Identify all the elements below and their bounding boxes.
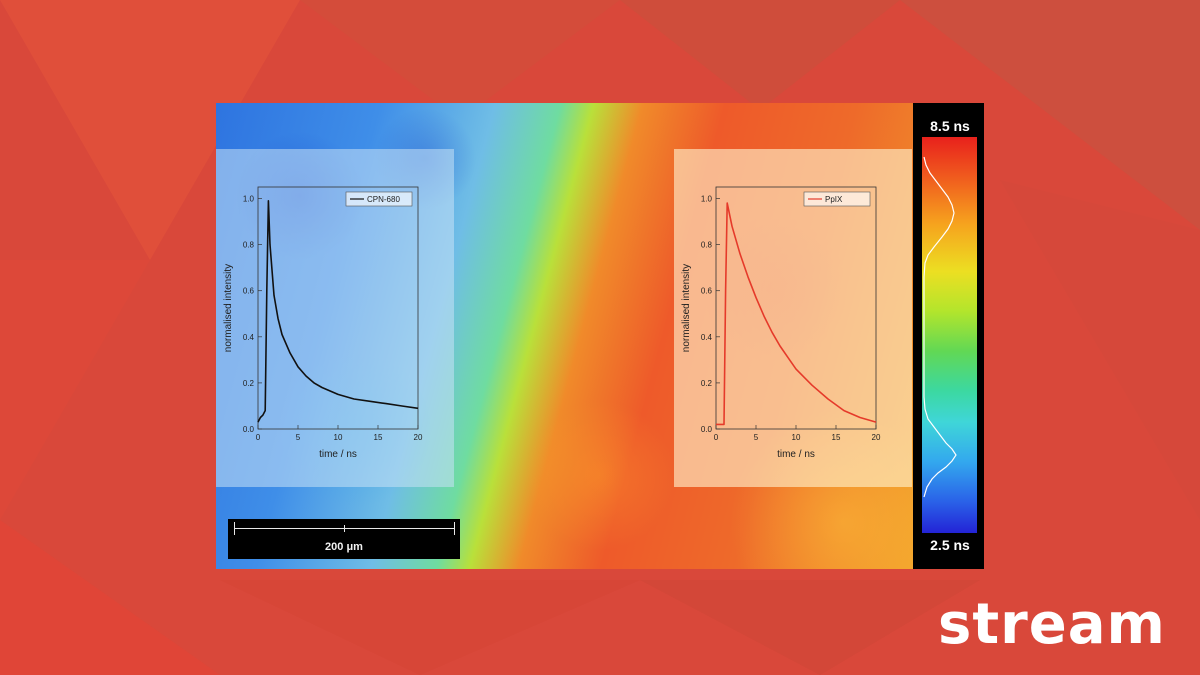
x-tick-label: 0: [256, 433, 261, 442]
scale-bar-end-tick: [234, 522, 235, 535]
scale-bar-end-tick: [454, 522, 455, 535]
inset-plot-cpn680: 0 5 10 15 20 0.0 0.2 0.4 0.6 0.8 1.0 time / ns norma…: [216, 149, 454, 487]
y-tick-label: 0.0: [243, 425, 255, 434]
x-tick-label: 20: [414, 433, 423, 442]
x-tick-label: 20: [872, 433, 881, 442]
y-tick-label: 0.4: [243, 333, 255, 342]
y-tick-label: 1.0: [701, 195, 713, 204]
lifetime-image-figure: 0 5 10 15 20 0.0 0.2 0.4 0.6 0.8 1.0 time / ns norma…: [216, 103, 984, 569]
colorbar-histogram: [923, 156, 957, 498]
scale-bar-mid-tick: [344, 525, 345, 532]
scale-bar: 200 μm: [228, 519, 460, 559]
x-tick-label: 15: [832, 433, 841, 442]
y-tick-label: 0.8: [243, 241, 255, 250]
legend-label: CPN-680: [367, 195, 400, 204]
decay-chart-cpn680: 0 5 10 15 20 0.0 0.2 0.4 0.6 0.8 1.0 time / ns norma…: [223, 186, 423, 460]
decay-chart-ppix: 0 5 10 15 20 0.0 0.2 0.4 0.6 0.8 1.0 time / ns norma…: [681, 186, 881, 460]
y-tick-label: 0.2: [701, 379, 713, 388]
y-tick-label: 0.4: [701, 333, 713, 342]
x-tick-label: 5: [296, 433, 301, 442]
x-axis-label: time / ns: [777, 449, 815, 460]
y-tick-label: 0.8: [701, 241, 713, 250]
y-tick-label: 1.0: [243, 195, 255, 204]
legend-box: [803, 191, 871, 207]
colorbar-max-label: 8.5 ns: [930, 118, 970, 134]
y-axis-label: normalised intensity: [681, 264, 692, 352]
y-tick-label: 0.6: [701, 287, 713, 296]
y-tick-label: 0.2: [243, 379, 255, 388]
inset-plot-ppix: 0 5 10 15 20 0.0 0.2 0.4 0.6 0.8 1.0 time / ns norma…: [674, 149, 912, 487]
y-axis-label: normalised intensity: [223, 264, 234, 352]
x-tick-label: 5: [754, 433, 759, 442]
decay-curve-cpn-680: [257, 200, 419, 423]
plot-frame: [715, 186, 877, 430]
y-tick-label: 0.6: [243, 287, 255, 296]
plot-frame: [257, 186, 419, 430]
scale-bar-label: 200 μm: [325, 541, 363, 553]
decay-curve-ppix: [716, 202, 877, 426]
stream-logo: stream: [938, 592, 1178, 658]
x-axis-label: time / ns: [319, 449, 357, 460]
legend-box: [345, 191, 413, 207]
x-tick-label: 0: [714, 433, 719, 442]
colorbar-min-label: 2.5 ns: [930, 537, 970, 553]
logo-text: stream: [938, 592, 1166, 657]
x-tick-label: 10: [792, 433, 801, 442]
x-tick-label: 10: [334, 433, 343, 442]
y-tick-label: 0.0: [701, 425, 713, 434]
legend-label: PpIX: [825, 195, 843, 204]
lifetime-colorbar: [922, 137, 977, 533]
colorbar-histogram-trace: [923, 156, 957, 498]
x-tick-label: 15: [374, 433, 383, 442]
